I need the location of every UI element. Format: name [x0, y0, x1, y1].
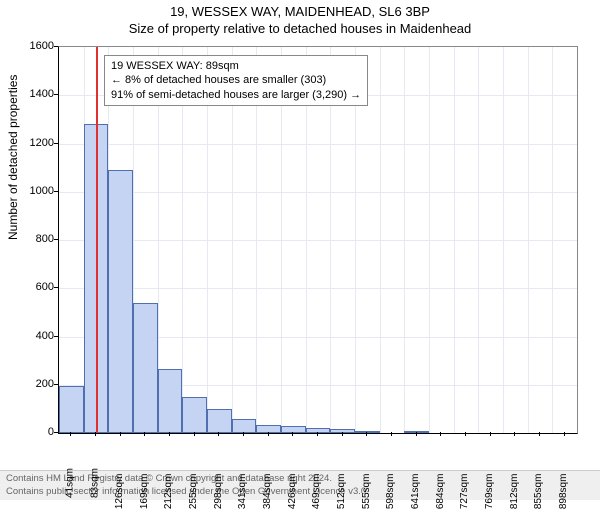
- x-tick-label: 255sqm: [190, 438, 198, 472]
- histogram-bar: [330, 429, 355, 433]
- gridline-h: [59, 144, 577, 145]
- gridline-h: [59, 192, 577, 193]
- histogram-bar: [232, 419, 257, 433]
- x-tick-mark: [342, 432, 343, 436]
- y-tick-mark: [54, 94, 58, 95]
- gridline-v: [552, 47, 553, 433]
- gridline-v: [478, 47, 479, 433]
- x-tick-label: 812sqm: [510, 438, 518, 472]
- gridline-v: [404, 47, 405, 433]
- y-tick-label: 200: [14, 378, 54, 390]
- x-tick-label: 555sqm: [362, 438, 370, 472]
- x-tick-mark: [218, 432, 219, 436]
- x-tick-mark: [268, 432, 269, 436]
- x-tick-mark: [317, 432, 318, 436]
- x-tick-mark: [120, 432, 121, 436]
- x-tick-mark: [292, 432, 293, 436]
- gridline-v: [380, 47, 381, 433]
- chart-plot-area: 19 WESSEX WAY: 89sqm← 8% of detached hou…: [58, 46, 578, 434]
- x-tick-label: 512sqm: [338, 438, 346, 472]
- x-tick-mark: [95, 432, 96, 436]
- x-tick-mark: [490, 432, 491, 436]
- histogram-bar: [404, 431, 429, 433]
- y-tick-mark: [54, 384, 58, 385]
- page-title: 19, WESSEX WAY, MAIDENHEAD, SL6 3BP: [0, 4, 600, 19]
- x-tick-label: 41sqm: [66, 438, 74, 472]
- gridline-h: [59, 288, 577, 289]
- y-tick-label: 1000: [14, 185, 54, 197]
- x-tick-mark: [169, 432, 170, 436]
- y-tick-label: 400: [14, 330, 54, 342]
- gridline-v: [454, 47, 455, 433]
- annotation-line-2: ← 8% of detached houses are smaller (303…: [111, 73, 361, 87]
- x-tick-label: 898sqm: [560, 438, 568, 472]
- x-tick-mark: [194, 432, 195, 436]
- x-tick-label: 684sqm: [436, 438, 444, 472]
- x-tick-label: 855sqm: [535, 438, 543, 472]
- y-tick-label: 600: [14, 281, 54, 293]
- x-tick-mark: [465, 432, 466, 436]
- x-tick-label: 426sqm: [288, 438, 296, 472]
- y-tick-mark: [54, 46, 58, 47]
- histogram-bar: [59, 386, 84, 433]
- x-tick-label: 341sqm: [239, 438, 247, 472]
- x-tick-mark: [564, 432, 565, 436]
- y-tick-mark: [54, 287, 58, 288]
- histogram-bar: [355, 431, 380, 433]
- gridline-v: [528, 47, 529, 433]
- y-tick-label: 1600: [14, 40, 54, 52]
- x-tick-mark: [70, 432, 71, 436]
- histogram-bar: [182, 397, 207, 433]
- x-tick-label: 384sqm: [264, 438, 272, 472]
- subject-marker-line: [96, 47, 98, 433]
- x-tick-label: 727sqm: [461, 438, 469, 472]
- gridline-v: [503, 47, 504, 433]
- x-tick-label: 641sqm: [412, 438, 420, 472]
- x-tick-mark: [366, 432, 367, 436]
- x-tick-label: 469sqm: [313, 438, 321, 472]
- x-tick-mark: [416, 432, 417, 436]
- histogram-bar: [108, 170, 133, 433]
- y-tick-mark: [54, 239, 58, 240]
- gridline-v: [429, 47, 430, 433]
- histogram-bar: [256, 425, 281, 433]
- x-tick-label: 126sqm: [116, 438, 124, 472]
- histogram-bar: [281, 426, 306, 433]
- y-tick-label: 800: [14, 233, 54, 245]
- x-tick-mark: [243, 432, 244, 436]
- annotation-box: 19 WESSEX WAY: 89sqm← 8% of detached hou…: [104, 55, 368, 106]
- annotation-line-1: 19 WESSEX WAY: 89sqm: [111, 59, 361, 73]
- y-tick-label: 1200: [14, 137, 54, 149]
- x-tick-label: 83sqm: [91, 438, 99, 472]
- x-tick-label: 769sqm: [486, 438, 494, 472]
- x-tick-label: 212sqm: [165, 438, 173, 472]
- x-tick-mark: [144, 432, 145, 436]
- x-tick-label: 298sqm: [214, 438, 222, 472]
- y-tick-mark: [54, 143, 58, 144]
- y-tick-mark: [54, 336, 58, 337]
- histogram-bar: [207, 409, 232, 433]
- annotation-line-3: 91% of semi-detached houses are larger (…: [111, 88, 361, 102]
- x-tick-mark: [440, 432, 441, 436]
- y-tick-label: 0: [14, 426, 54, 438]
- y-tick-mark: [54, 191, 58, 192]
- x-tick-mark: [391, 432, 392, 436]
- chart-subtitle: Size of property relative to detached ho…: [0, 21, 600, 36]
- histogram-bar: [158, 369, 183, 433]
- x-tick-label: 598sqm: [387, 438, 395, 472]
- x-tick-mark: [539, 432, 540, 436]
- gridline-h: [59, 240, 577, 241]
- x-tick-mark: [514, 432, 515, 436]
- x-tick-label: 169sqm: [140, 438, 148, 472]
- y-tick-mark: [54, 432, 58, 433]
- histogram-bar: [133, 303, 158, 433]
- y-tick-label: 1400: [14, 88, 54, 100]
